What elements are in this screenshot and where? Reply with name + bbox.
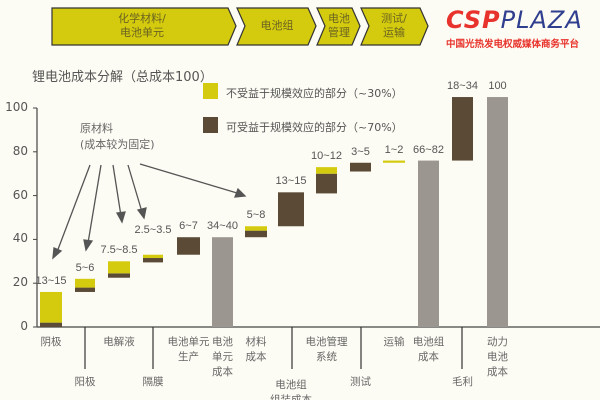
legend-swatch-yellow xyxy=(203,83,218,99)
y-tick-label: 20 xyxy=(12,275,28,290)
banner-label-test: 测试/ 运输 xyxy=(381,12,407,39)
watermark-brand-a: CSP xyxy=(446,6,501,34)
category-label: 动力 电池 成本 xyxy=(487,336,508,378)
y-tick-label: 80 xyxy=(12,143,28,158)
watermark-brand-b: PLAZA xyxy=(500,6,583,34)
category-label: 阳极 xyxy=(74,376,96,388)
raw-material-annotation: 原材料 (成本较为固定) xyxy=(80,122,155,151)
banner-chevron-pack xyxy=(236,7,317,46)
bar-segment-yellow xyxy=(245,226,267,231)
chart-title: 锂电池成本分解（总成本100） xyxy=(32,70,213,85)
category-label: 材料 成本 xyxy=(245,336,267,363)
bar-segment-gray xyxy=(487,97,508,327)
bar-segment-yellow xyxy=(143,254,163,259)
category-label: 测试 xyxy=(350,376,371,388)
bar-segment-yellow xyxy=(40,291,62,323)
bar-value-label: 18~34 xyxy=(447,80,478,93)
bar-value-label: 100 xyxy=(488,80,507,93)
y-tick-label: 100 xyxy=(5,100,28,114)
bar-segment-dark xyxy=(108,273,130,278)
bar-value-label: 1~2 xyxy=(384,143,404,156)
bar-value-label: 10~12 xyxy=(311,150,342,163)
banner-chevron-bms xyxy=(316,7,361,46)
banner-label-pack: 电池组 xyxy=(260,19,294,32)
category-label: 隔膜 xyxy=(142,376,164,388)
bar-segment-dark xyxy=(177,237,200,255)
bar-segment-dark xyxy=(245,230,267,238)
bar-value-label: 5~6 xyxy=(75,261,95,274)
bar-segment-dark xyxy=(452,97,473,161)
banner-chevron-cells xyxy=(51,7,237,46)
banner-chevron-test xyxy=(360,7,429,46)
bar-value-label: 13~15 xyxy=(275,175,307,188)
bar-segment-gray xyxy=(418,160,439,327)
legend-label-dark: 可受益于规模效应的部分（~70%） xyxy=(226,121,403,134)
banner-label-cells: 化学材料/ 电池单元 xyxy=(118,12,166,39)
bar-segment-yellow xyxy=(108,261,130,274)
bar-value-label: 3~5 xyxy=(351,145,370,158)
category-label: 运输 xyxy=(383,336,405,348)
bar-segment-dark xyxy=(75,287,95,292)
bar-segment-yellow xyxy=(316,167,337,174)
y-tick-label: 40 xyxy=(12,231,28,246)
bars xyxy=(40,97,508,327)
process-banner xyxy=(51,7,429,46)
bar-segment-yellow xyxy=(383,160,405,163)
bar-value-label: 2.5~3.5 xyxy=(134,223,172,236)
legend-label-yellow: 不受益于规模效应的部分（~30%） xyxy=(226,87,403,100)
category-label: 电池单元 生产 xyxy=(167,336,210,363)
bar-segment-dark xyxy=(316,173,337,194)
category-label: 电池管理 系统 xyxy=(305,336,348,363)
bar-segment-dark xyxy=(278,192,304,227)
legend-swatch-dark xyxy=(203,117,218,133)
bar-segment-gray xyxy=(212,237,233,327)
bar-value-label: 13~15 xyxy=(35,274,67,287)
category-label: 电池组 成本 xyxy=(412,336,445,363)
bar-segment-dark xyxy=(40,322,62,327)
category-label: 电解液 xyxy=(103,336,135,348)
bar-value-label: 6~7 xyxy=(179,220,198,233)
y-tick-label: 0 xyxy=(20,319,28,333)
bar-value-label: 66~82 xyxy=(413,143,444,156)
bar-segment-dark xyxy=(350,162,371,172)
watermark-tagline: 中国光热发电权威媒体商务平台 xyxy=(446,39,580,50)
bar-value-label: 34~40 xyxy=(207,220,238,233)
watermark-logo: CSPPLAZA xyxy=(446,6,583,34)
category-label: 毛利 xyxy=(452,376,473,388)
bar-segment-yellow xyxy=(75,278,95,288)
bar-value-label: 5~8 xyxy=(246,209,266,222)
annotation-arrows xyxy=(52,163,247,260)
category-label: 阴极 xyxy=(40,336,62,348)
banner-label-bms: 电池 管理 xyxy=(328,12,350,39)
y-tick-label: 60 xyxy=(12,187,28,202)
category-label: 电池组 组装成本 xyxy=(270,379,312,400)
category-label: 电池 单元 成本 xyxy=(212,336,233,378)
bar-segment-dark xyxy=(143,258,163,263)
bar-value-label: 7.5~8.5 xyxy=(100,244,138,257)
